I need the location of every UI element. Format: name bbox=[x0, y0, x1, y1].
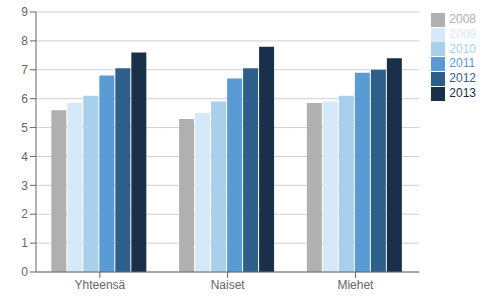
svg-text:1: 1 bbox=[21, 236, 28, 250]
html-text:2012: 2012 bbox=[449, 71, 476, 86]
html-text:2013: 2013 bbox=[449, 86, 476, 101]
html-text:2008: 2008 bbox=[449, 12, 476, 26]
svg-text:8: 8 bbox=[21, 34, 28, 48]
svg-text:Yhteensä: Yhteensä bbox=[75, 278, 126, 292]
svg-text:2: 2 bbox=[21, 207, 28, 221]
svg-text:3: 3 bbox=[21, 179, 28, 193]
html-text:2011: 2011 bbox=[449, 56, 476, 71]
svg-text:6: 6 bbox=[21, 92, 28, 106]
svg-text:5: 5 bbox=[21, 121, 28, 135]
svg-text:9: 9 bbox=[21, 5, 28, 19]
svg-text:Miehet: Miehet bbox=[337, 278, 374, 292]
svg-text:Naiset: Naiset bbox=[211, 278, 246, 292]
svg-text:0: 0 bbox=[21, 265, 28, 279]
svg-text:7: 7 bbox=[21, 63, 28, 77]
svg-text:4: 4 bbox=[21, 150, 28, 164]
html-text:2010: 2010 bbox=[449, 41, 476, 56]
html-text:2009: 2009 bbox=[449, 26, 476, 41]
